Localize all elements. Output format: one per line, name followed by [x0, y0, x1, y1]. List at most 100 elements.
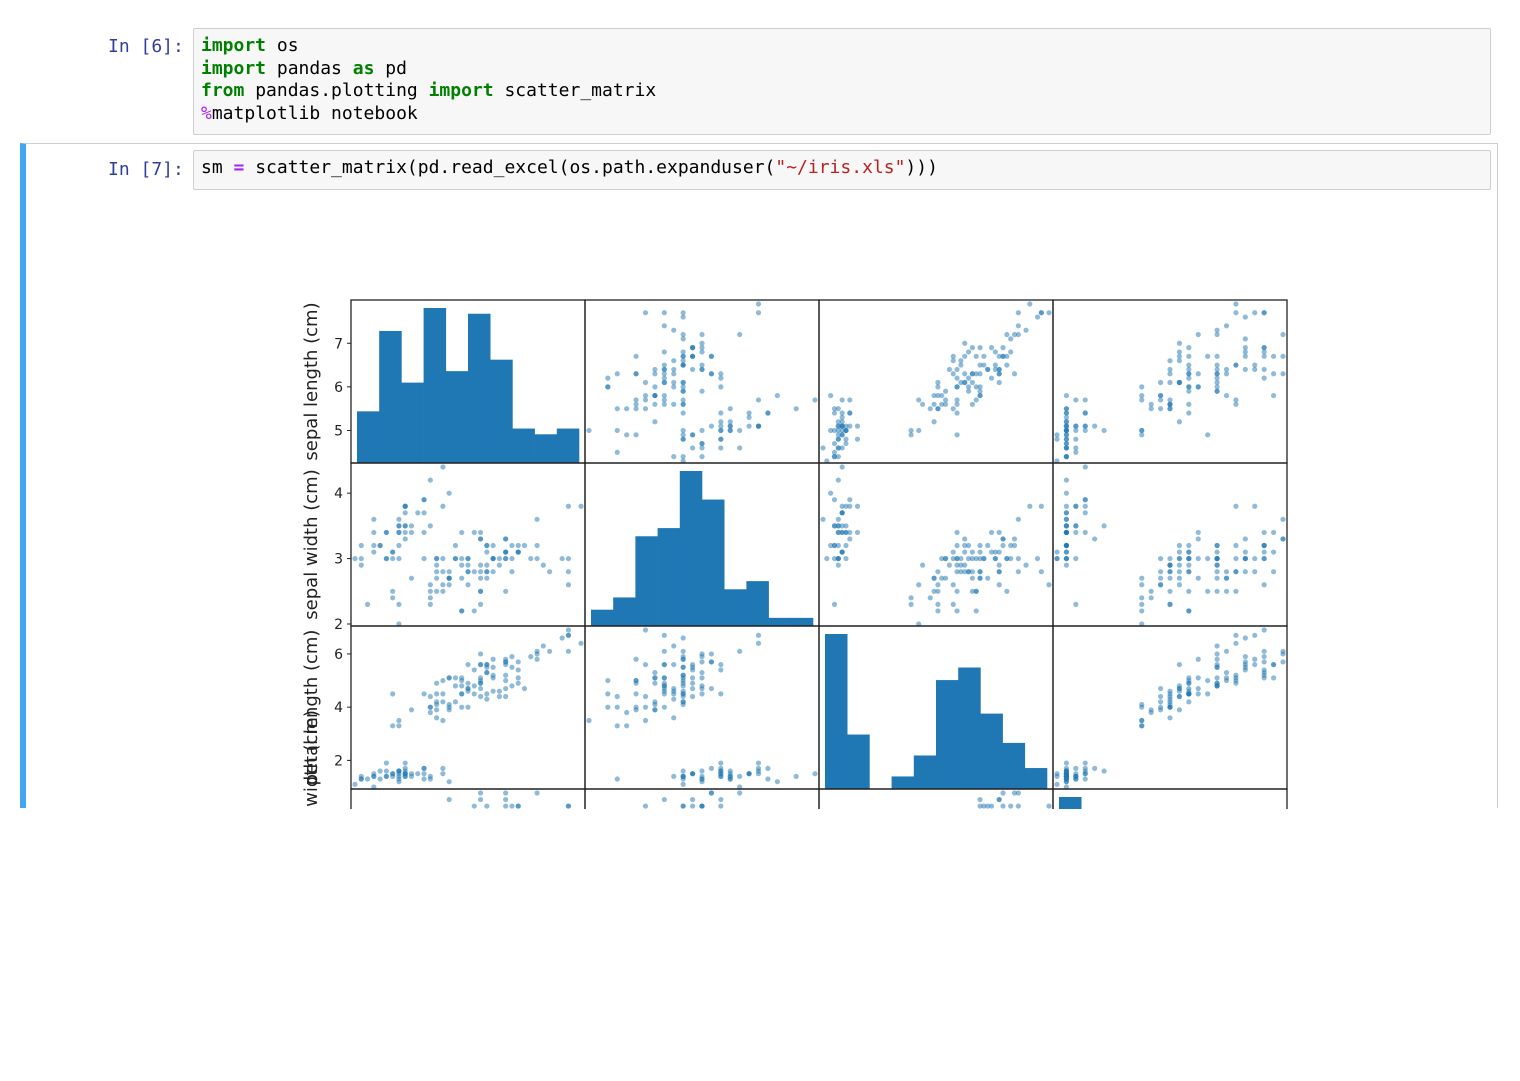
scatter-point: [1214, 362, 1220, 368]
scatter-point: [1046, 310, 1052, 316]
scatter-point: [992, 549, 998, 555]
code-input[interactable]: sm = scatter_matrix(pd.read_excel(os.pat…: [193, 150, 1491, 190]
scatter-point: [1261, 582, 1267, 588]
scatter-point: [1233, 672, 1239, 678]
scatter-point: [1034, 314, 1041, 320]
scatter-point: [1252, 555, 1258, 562]
scatter-point: [503, 672, 509, 678]
code-cell-2[interactable]: In [7]: sm = scatter_matrix(pd.read_exce…: [20, 143, 1498, 809]
scatter-point: [624, 406, 630, 412]
scatter-point: [969, 371, 975, 377]
scatter-point: [465, 688, 471, 694]
scatter-point: [996, 582, 1002, 588]
code-token: scatter_matrix: [493, 80, 657, 102]
scatter-point: [699, 691, 705, 697]
y-tick-label: 6: [334, 647, 343, 663]
scatter-point: [1223, 371, 1230, 377]
scatter-point: [680, 314, 686, 320]
scatter-point: [977, 384, 983, 390]
histogram-bar: [512, 428, 535, 463]
scatter-point: [1063, 516, 1070, 522]
scatter-point: [1214, 327, 1220, 333]
scatter-point: [509, 555, 515, 562]
code-input[interactable]: import os import pandas as pd from pandas.…: [193, 28, 1491, 135]
code-line: %matplotlib notebook: [201, 103, 1483, 126]
scatter-point: [1157, 379, 1164, 386]
scatter-point: [965, 375, 972, 381]
scatter-point: [746, 414, 752, 420]
scatter-point: [962, 340, 968, 346]
scatter-point: [490, 664, 496, 670]
scatter-point: [377, 768, 383, 774]
scatter-point: [624, 723, 630, 729]
scatter-point: [503, 803, 509, 809]
scatter-point: [680, 699, 686, 705]
scatter-point: [843, 523, 849, 529]
scatter-point: [1270, 371, 1277, 377]
scatter-point: [1233, 301, 1239, 307]
scatter-point: [680, 773, 686, 779]
scatter-point: [1092, 423, 1098, 429]
scatter-point: [521, 542, 528, 549]
scatter-point: [1063, 419, 1070, 425]
scatter-point: [939, 575, 945, 581]
scatter-point: [452, 683, 459, 689]
scatter-point: [847, 536, 853, 542]
histogram-bar: [379, 330, 402, 463]
scatter-point: [946, 366, 953, 373]
code-cell-1[interactable]: In [6]: import os import pandas as pd from…: [20, 22, 1498, 140]
histogram-bar: [534, 434, 558, 463]
scatter-point: [831, 555, 838, 562]
scatter-point: [854, 529, 861, 536]
scatter-point: [1280, 648, 1286, 654]
scatter-point: [847, 423, 853, 429]
histogram-bar: [401, 382, 424, 463]
scatter-point: [1063, 423, 1070, 429]
scatter-point: [1176, 582, 1183, 588]
scatter-point: [1139, 384, 1145, 390]
scatter-point: [1073, 773, 1079, 779]
scatter-point: [680, 379, 686, 386]
scatter-point: [737, 773, 743, 779]
y-axis-label: sepal length (cm): [301, 302, 322, 460]
scatter-point: [1015, 323, 1021, 329]
scatter-point: [992, 349, 998, 355]
scatter-point: [831, 427, 838, 434]
scatter-point: [977, 362, 983, 368]
scatter-point: [1214, 562, 1220, 568]
scatter-point: [835, 427, 841, 434]
scatter-point: [421, 691, 427, 697]
scatter-point: [1063, 440, 1070, 447]
scatter-point: [534, 656, 540, 662]
scatter-point: [718, 667, 724, 673]
scatter-point: [633, 401, 639, 407]
histogram-bar: [556, 428, 580, 463]
scatter-point: [680, 410, 686, 416]
scatter-point: [699, 454, 705, 460]
scatter-point: [718, 445, 724, 451]
scatter-point: [1252, 661, 1258, 668]
scatter-point: [708, 651, 715, 657]
scatter-point: [1082, 760, 1088, 766]
scatter-point: [1167, 562, 1173, 568]
scatter-point: [1261, 529, 1267, 536]
scatter-point: [1082, 397, 1088, 403]
scatter-point: [1261, 310, 1267, 316]
scatter-point: [977, 575, 983, 581]
scatter-point: [642, 379, 649, 386]
scatter-point: [1252, 366, 1258, 373]
scatter-point: [727, 776, 733, 782]
histogram-bar: [1002, 742, 1026, 789]
scatter-point: [996, 549, 1002, 555]
scatter-point: [371, 529, 377, 536]
scatter-point: [954, 432, 960, 438]
scatter-point: [1252, 632, 1258, 638]
scatter-point: [459, 529, 465, 536]
scatter-point: [835, 432, 841, 438]
scatter-point: [484, 664, 490, 670]
scatter-point: [1195, 555, 1201, 562]
scatter-point: [377, 776, 383, 782]
scatter-point: [661, 349, 667, 355]
scatter-point: [633, 397, 639, 403]
scatter-point: [812, 397, 818, 403]
